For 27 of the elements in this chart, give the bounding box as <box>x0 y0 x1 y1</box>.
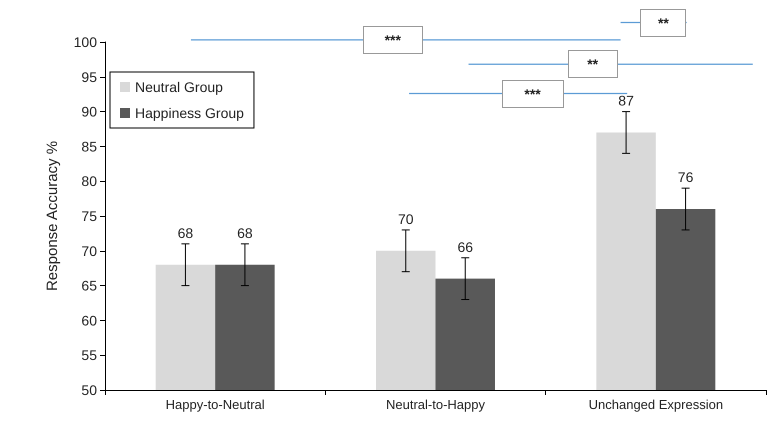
y-axis-title: Response Accuracy % <box>44 140 61 292</box>
y-tick-label: 80 <box>81 173 98 190</box>
y-tick-label: 75 <box>81 208 98 224</box>
y-tick-label: 55 <box>81 347 98 364</box>
text-box: ** <box>568 50 618 78</box>
y-tick-label: 60 <box>81 312 98 328</box>
x-tick-label: Happy-to-Neutral <box>166 397 265 412</box>
data-label: 70 <box>398 210 414 227</box>
y-tick-label: 100 <box>74 34 98 50</box>
y-tick-label: 95 <box>81 68 98 85</box>
data-label: 68 <box>237 224 253 241</box>
x-tick-label: Neutral-to-Happy <box>386 397 486 412</box>
legend-label: Neutral Group <box>135 79 224 95</box>
text-box: *** <box>502 80 564 108</box>
text-box: *** <box>362 26 423 54</box>
data-label: 76 <box>678 169 694 186</box>
text-box: ** <box>640 8 686 36</box>
y-tick-label: 85 <box>81 138 98 154</box>
legend-label: Happiness Group <box>135 105 244 121</box>
y-tick-label: 70 <box>81 242 98 259</box>
data-label: 68 <box>178 224 194 241</box>
data-label: 87 <box>618 92 634 109</box>
x-tick-label: Unchanged Expression <box>588 397 724 412</box>
y-tick-label: 50 <box>81 382 98 398</box>
data-label: 66 <box>457 238 474 255</box>
y-tick-label: 90 <box>81 104 98 120</box>
y-tick-label: 65 <box>81 278 98 294</box>
